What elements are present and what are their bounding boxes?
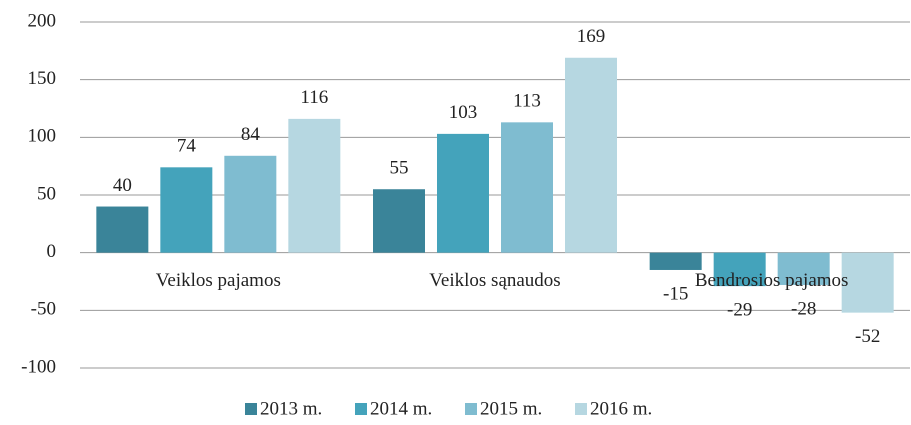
y-tick-label: 50 (37, 183, 56, 204)
legend-swatch (355, 403, 367, 415)
bar (437, 133, 489, 253)
data-label: 84 (241, 124, 261, 145)
x-tick-label: Veiklos pajamos (156, 270, 281, 291)
bar (501, 122, 553, 253)
data-label: -15 (663, 283, 688, 304)
x-tick-label: Bendrosios pajamos (695, 270, 849, 291)
legend-label: 2016 m. (590, 398, 652, 419)
data-label: 55 (390, 158, 409, 179)
data-label: -28 (791, 298, 816, 319)
y-tick-label: 200 (28, 10, 57, 31)
bar (565, 57, 617, 253)
legend-swatch (245, 403, 257, 415)
data-label: 116 (300, 87, 328, 108)
legend-label: 2015 m. (480, 398, 542, 419)
legend-swatch (465, 403, 477, 415)
data-label: 113 (513, 91, 541, 112)
legend-label: 2014 m. (370, 398, 432, 419)
y-tick-label: -100 (21, 356, 56, 377)
bar (713, 252, 766, 287)
bar (777, 252, 830, 285)
bar (224, 155, 277, 253)
y-tick-label: -50 (31, 299, 56, 320)
bar (96, 206, 149, 253)
bar (649, 252, 702, 270)
y-tick-label: 100 (28, 126, 57, 147)
data-label: 103 (449, 102, 478, 123)
y-tick-label: 0 (47, 241, 57, 262)
data-label: 169 (577, 26, 606, 47)
legend-swatch (575, 403, 587, 415)
bar (373, 189, 425, 253)
bar (288, 118, 341, 253)
y-tick-label: 150 (28, 68, 57, 89)
bar (841, 252, 894, 313)
data-label: 40 (113, 175, 132, 196)
data-label: -52 (855, 326, 880, 347)
x-tick-label: Veiklos sąnaudos (429, 270, 560, 291)
bar (160, 167, 213, 253)
data-label: 74 (177, 136, 197, 157)
legend-label: 2013 m. (260, 398, 322, 419)
data-label: -29 (727, 299, 752, 320)
